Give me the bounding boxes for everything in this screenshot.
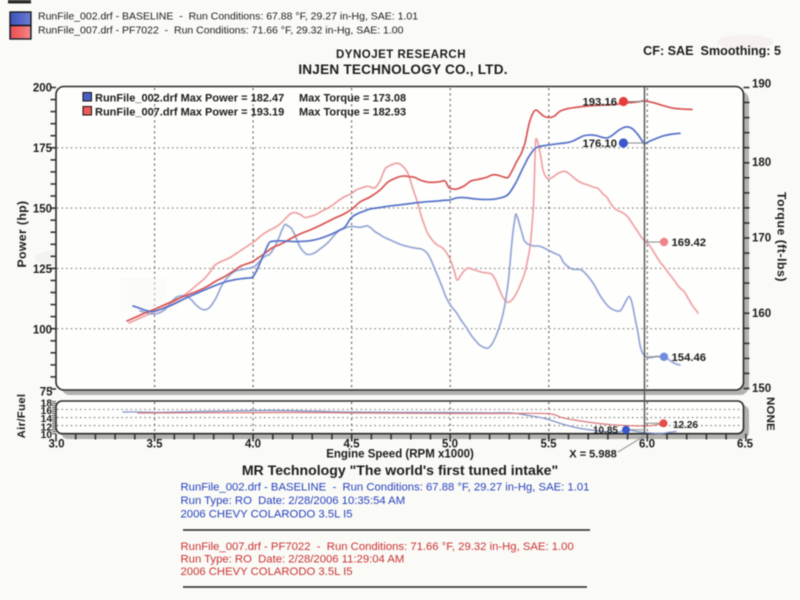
svg-text:190: 190	[752, 79, 771, 91]
svg-text:175: 175	[33, 143, 53, 155]
svg-text:5.5: 5.5	[541, 439, 558, 451]
svg-text:170: 170	[752, 233, 771, 245]
svg-text:169.42: 169.42	[672, 237, 707, 249]
svg-text:160: 160	[752, 308, 771, 320]
svg-text:12.26: 12.26	[673, 420, 698, 431]
svg-text:Run Type: RO Date: 2/28/2006: Run Type: RO Date: 2/28/2006 10:35:54 AM	[181, 495, 406, 507]
svg-text:Max Torque = 182.93: Max Torque = 182.93	[299, 107, 406, 119]
svg-text:RunFile_002.drf Max Power = 18: RunFile_002.drf Max Power = 182.47	[95, 93, 284, 105]
svg-text:RunFile_002.drf - BASELINE -: RunFile_002.drf - BASELINE - Run Conditi…	[38, 11, 418, 23]
svg-text:200: 200	[33, 83, 52, 95]
svg-text:CF: SAE Smoothing: 5: CF: SAE Smoothing: 5	[643, 44, 781, 58]
svg-text:4.5: 4.5	[344, 439, 361, 451]
svg-text:6.5: 6.5	[737, 439, 754, 451]
svg-text:16: 16	[41, 406, 53, 417]
svg-text:4.0: 4.0	[245, 439, 261, 451]
svg-text:2006 CHEVY COLARODO 3.5L I5: 2006 CHEVY COLARODO 3.5L I5	[181, 566, 353, 578]
svg-text:5.0: 5.0	[442, 439, 458, 451]
svg-text:RunFile_007.drf - PF7022 - R: RunFile_007.drf - PF7022 - Run Condition…	[181, 541, 574, 553]
svg-text:18: 18	[41, 398, 53, 409]
svg-text:180: 180	[752, 157, 771, 169]
svg-text:DYNOJET RESEARCH: DYNOJET RESEARCH	[336, 49, 466, 61]
svg-text:RunFile_002.drf - BASELINE -: RunFile_002.drf - BASELINE - Run Conditi…	[181, 482, 590, 494]
svg-text:75: 75	[40, 387, 53, 399]
svg-text:154.46: 154.46	[672, 352, 707, 364]
svg-text:176.10: 176.10	[582, 138, 617, 150]
svg-text:Power (hp): Power (hp)	[15, 201, 29, 268]
svg-text:10.85: 10.85	[593, 426, 618, 437]
svg-text:150: 150	[752, 383, 771, 395]
svg-text:2006 CHEVY COLARODO 3.5L I5: 2006 CHEVY COLARODO 3.5L I5	[181, 509, 353, 521]
svg-text:150: 150	[33, 204, 52, 216]
svg-text:RunFile_007.drf - PF7022 - R: RunFile_007.drf - PF7022 - Run Condition…	[38, 25, 404, 37]
svg-text:14: 14	[41, 414, 53, 425]
svg-text:3.0: 3.0	[49, 439, 65, 451]
svg-text:10: 10	[41, 430, 53, 441]
svg-text:12: 12	[41, 422, 53, 433]
svg-text:INJEN TECHNOLOGY CO., LTD.: INJEN TECHNOLOGY CO., LTD.	[298, 62, 507, 77]
svg-text:Run Type: RO Date: 2/28/2006: Run Type: RO Date: 2/28/2006 11:29:04 AM	[181, 554, 405, 566]
svg-text:Air/Fuel: Air/Fuel	[16, 394, 28, 439]
svg-text:Torque (ft-lbs): Torque (ft-lbs)	[775, 192, 789, 282]
svg-text:6.0: 6.0	[639, 439, 655, 451]
svg-text:Engine Speed (RPM x1000): Engine Speed (RPM x1000)	[326, 449, 474, 461]
svg-text:RunFile_007.drf Max Power = 19: RunFile_007.drf Max Power = 193.19	[95, 107, 284, 119]
svg-text:X = 5.988: X = 5.988	[569, 449, 616, 461]
svg-text:MR Technology "The world's fir: MR Technology "The world's first tuned i…	[242, 462, 558, 478]
svg-text:125: 125	[33, 264, 53, 276]
svg-text:NONE: NONE	[764, 397, 776, 431]
svg-text:100: 100	[33, 325, 52, 337]
svg-text:193.16: 193.16	[582, 97, 617, 109]
svg-text:Max Torque = 173.08: Max Torque = 173.08	[299, 93, 406, 105]
svg-text:3.5: 3.5	[147, 439, 164, 451]
